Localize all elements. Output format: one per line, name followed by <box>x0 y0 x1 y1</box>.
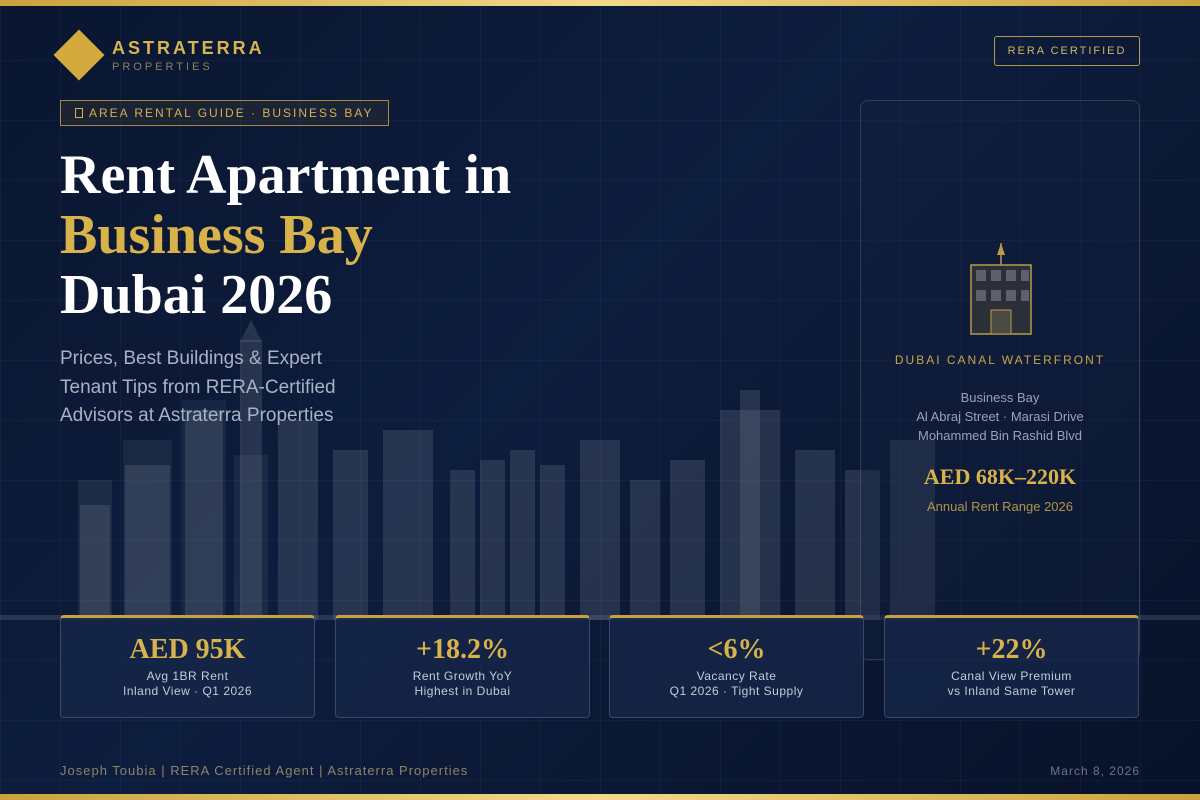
location-card: DUBAI CANAL WATERFRONT Business Bay Al A… <box>860 100 1140 660</box>
stat-value: +18.2% <box>416 634 509 665</box>
ground-line <box>0 615 1200 620</box>
address-line-3: Mohammed Bin Rashid Blvd <box>917 428 1083 443</box>
brand-subtitle: PROPERTIES <box>112 61 213 73</box>
skyline-illustration <box>0 300 1200 620</box>
stat-label-line-2: Q1 2026 · Tight Supply <box>669 684 804 698</box>
stat-value: AED 95K <box>129 634 246 665</box>
footer-agent-credit: Joseph Toubia | RERA Certified Agent | A… <box>60 763 469 778</box>
stat-card-rent-growth: +18.2% Rent Growth YoY Highest in Dubai <box>335 615 590 718</box>
rent-range-caption: Annual Rent Range 2026 <box>926 499 1073 514</box>
stat-label: Avg 1BR Rent Inland View · Q1 2026 <box>61 669 314 699</box>
footer-date: March 8, 2026 <box>1050 764 1140 778</box>
stat-label: Vacancy Rate Q1 2026 · Tight Supply <box>610 669 863 699</box>
subtitle-line-3: Advisors at Astraterra Properties <box>60 405 334 426</box>
subtitle-line-1: Prices, Best Buildings & Expert <box>60 348 322 369</box>
bottom-gold-bar <box>0 794 1200 800</box>
stat-card-canal-premium: +22% Canal View Premium vs Inland Same T… <box>884 615 1139 718</box>
stat-label-line-2: Highest in Dubai <box>414 684 511 698</box>
building-icon <box>970 243 1032 335</box>
stat-card-vacancy: <6% Vacancy Rate Q1 2026 · Tight Supply <box>609 615 864 718</box>
subtitle-line-2: Tenant Tips from RERA-Certified <box>60 376 336 398</box>
stat-label-line-1: Rent Growth YoY <box>412 669 513 683</box>
stat-label-line-1: Canal View Premium <box>951 669 1072 683</box>
address-line-1: Business Bay <box>960 390 1040 405</box>
top-gold-bar <box>0 0 1200 6</box>
stat-card-avg-rent: AED 95K Avg 1BR Rent Inland View · Q1 20… <box>60 615 315 718</box>
rera-certified-badge: RERA CERTIFIED <box>994 36 1140 66</box>
subtitle: Prices, Best Buildings & Expert Tenant T… <box>60 345 480 431</box>
location-address: Business Bay Al Abraj Street · Marasi Dr… <box>861 388 1139 445</box>
rent-range-value: AED 68K–220K <box>923 464 1077 489</box>
headline-line-2: Business Bay <box>60 204 373 266</box>
area-guide-tag: AREA RENTAL GUIDE · BUSINESS BAY <box>60 100 389 126</box>
area-guide-tag-label: AREA RENTAL GUIDE · BUSINESS BAY <box>89 106 374 120</box>
stat-label: Canal View Premium vs Inland Same Tower <box>885 669 1138 699</box>
stat-label-line-1: Avg 1BR Rent <box>146 669 229 683</box>
stat-label-line-1: Vacancy Rate <box>696 669 777 683</box>
address-line-2: Al Abraj Street · Marasi Drive <box>916 409 1084 424</box>
brand-name: ASTRATERRA <box>112 38 265 58</box>
stat-label-line-2: vs Inland Same Tower <box>947 684 1076 698</box>
stat-label: Rent Growth YoY Highest in Dubai <box>336 669 589 699</box>
headline-line-3: Dubai 2026 <box>60 264 333 326</box>
stat-label-line-2: Inland View · Q1 2026 <box>122 684 253 698</box>
headline-line-1: Rent Apartment in <box>60 144 512 206</box>
tag-icon <box>75 108 83 118</box>
location-title: DUBAI CANAL WATERFRONT <box>894 353 1106 367</box>
stat-value: +22% <box>975 634 1048 665</box>
stat-value: <6% <box>707 634 766 665</box>
